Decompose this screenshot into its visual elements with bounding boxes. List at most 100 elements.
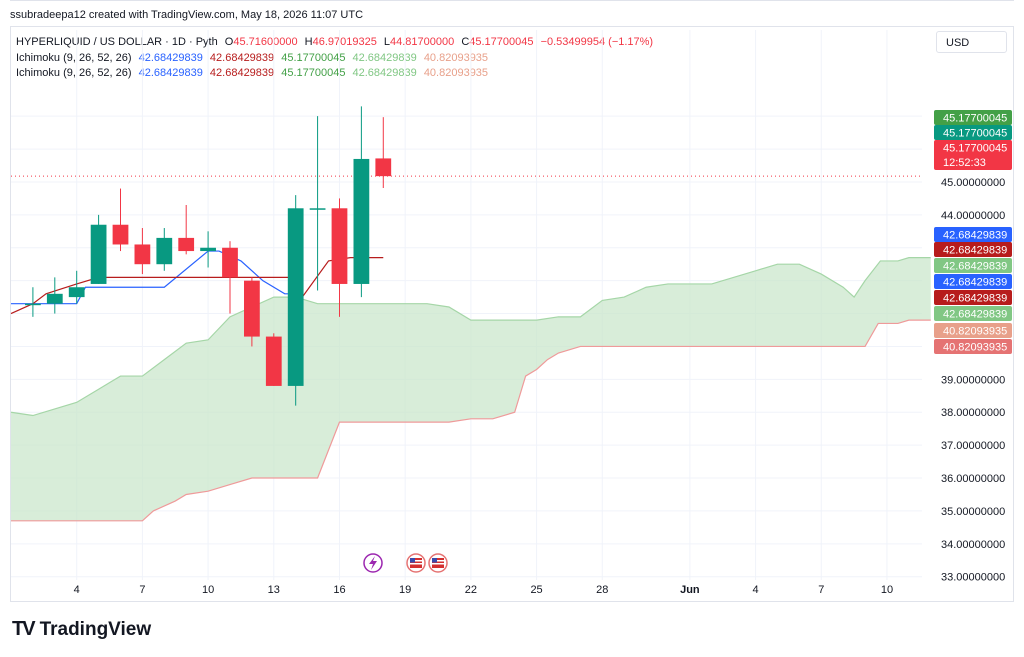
x-tick-label: 4	[74, 584, 80, 596]
span-b-line	[11, 319, 931, 522]
y-tick-label: 37.00000000	[941, 440, 1005, 452]
candle-body	[265, 336, 282, 386]
us-flag-event-icon[interactable]	[428, 553, 448, 573]
x-tick-label: 13	[268, 584, 280, 596]
x-tick-label: Jun	[680, 584, 700, 596]
cloud-fill	[11, 257, 931, 521]
ohlc-high: H46.97019325	[304, 36, 377, 48]
price-label-text: 45.17700045	[943, 113, 1007, 125]
price-label-text: 42.68429839	[943, 277, 1007, 289]
y-tick-label: 34.00000000	[941, 539, 1005, 551]
lightning-event-icon[interactable]	[363, 553, 383, 573]
ohlc-close: C45.17700045	[461, 36, 534, 48]
price-label-bg	[934, 290, 1012, 305]
x-tick-label: 19	[399, 584, 411, 596]
candle-body	[353, 158, 370, 284]
candle-body	[25, 303, 41, 306]
candle-body	[178, 237, 195, 252]
x-tick-label: 7	[818, 584, 824, 596]
candle-body	[309, 208, 326, 210]
candle-body	[375, 158, 392, 177]
x-tick-label: 22	[465, 584, 477, 596]
candle-body	[112, 224, 129, 245]
price-label-text: 42.68429839	[943, 309, 1007, 321]
price-label-bg	[934, 140, 1012, 170]
x-tick-label: 28	[596, 584, 608, 596]
y-tick-label: 39.00000000	[941, 374, 1005, 386]
y-tick-label: 38.00000000	[941, 407, 1005, 419]
symbol-title: HYPERLIQUID / US DOLLAR · 1D · Pyth	[16, 36, 218, 48]
x-tick-label: 16	[333, 584, 345, 596]
price-label-text: 42.68429839	[943, 230, 1007, 242]
event-markers	[363, 553, 448, 573]
symbol-legend[interactable]: HYPERLIQUID / US DOLLAR · 1D · Pyth O45.…	[16, 36, 657, 48]
candle-body	[222, 247, 238, 278]
indicator-chikou-value: 45.17700045	[281, 52, 346, 64]
price-label-bg	[934, 125, 1012, 140]
x-tick-label: 10	[881, 584, 893, 596]
indicator-span-b-value: 40.82093935	[423, 52, 489, 64]
x-tick-label: 25	[530, 584, 542, 596]
price-label-text: 42.68429839	[943, 261, 1007, 273]
ohlc-low: L44.81700000	[383, 36, 455, 48]
candle-body	[200, 247, 216, 252]
indicator-tenkan-value: 42.68429839	[138, 52, 203, 64]
candle-body	[90, 224, 107, 284]
brand-name: TradingView	[39, 618, 152, 640]
candle-body	[68, 287, 85, 298]
indicator-name: Ichimoku (9, 26, 52, 26)	[16, 67, 132, 79]
price-label-bg	[934, 227, 1012, 242]
price-label-bg	[934, 323, 1012, 338]
y-tick-label: 45.00000000	[941, 177, 1005, 189]
indicator-kijun-value: 42.68429839	[209, 52, 275, 64]
indicator-name: Ichimoku (9, 26, 52, 26)	[16, 52, 132, 64]
price-label-text: 45.17700045	[943, 143, 1007, 155]
y-tick-label: 33.00000000	[941, 572, 1005, 584]
indicator-legend-1[interactable]: Ichimoku (9, 26, 52, 26) 42.68429839 42.…	[16, 52, 492, 64]
price-label-text: 45.17700045	[943, 128, 1007, 140]
indicator-kijun-value: 42.68429839	[209, 67, 275, 79]
price-label-text: 42.68429839	[943, 293, 1007, 305]
price-label-bg	[934, 258, 1012, 273]
price-label-bg	[934, 306, 1012, 321]
price-label-text: 42.68429839	[943, 245, 1007, 257]
price-label-bg	[934, 274, 1012, 289]
indicator-span-b-value: 40.82093935	[423, 67, 489, 79]
countdown-label: 12:52:33	[943, 157, 986, 169]
x-tick-label: 10	[202, 584, 214, 596]
price-label-text: 40.82093935	[943, 342, 1007, 354]
credit-line: ssubradeepa12 created with TradingView.c…	[10, 9, 364, 21]
candle-body	[46, 293, 63, 304]
price-scale-labels: 45.17700045 45.17700045 45.17700045 12:52:3…	[934, 110, 1012, 354]
tradingview-logo: TV TradingView	[12, 618, 151, 641]
ohlc-open: O45.71600000	[224, 36, 298, 48]
price-label-bg	[934, 242, 1012, 257]
y-tick-label: 44.00000000	[941, 210, 1005, 222]
y-tick-label: 35.00000000	[941, 506, 1005, 518]
candle-body	[287, 208, 304, 386]
price-label-bg	[934, 339, 1012, 354]
x-tick-label: 7	[139, 584, 145, 596]
currency-button[interactable]: USD	[936, 31, 1007, 53]
us-flag-event-icon[interactable]	[406, 553, 426, 573]
candle-body	[156, 237, 173, 265]
ohlc-change: −0.53499954 (−1.17%)	[540, 36, 654, 48]
indicator-span-a-value: 42.68429839	[352, 52, 417, 64]
chart-frame	[10, 26, 1014, 602]
candle-body	[331, 208, 348, 284]
indicator-legend-2[interactable]: Ichimoku (9, 26, 52, 26) 42.68429839 42.…	[16, 67, 492, 79]
indicator-span-a-value: 42.68429839	[352, 67, 417, 79]
tradingview-mark-icon: TV	[12, 618, 36, 640]
x-axis: 4 7 10 13 16 19 22 25 28 Jun 4 7 10	[74, 584, 893, 596]
candle-body	[244, 280, 260, 337]
indicator-tenkan-value: 42.68429839	[138, 67, 203, 79]
indicator-chikou-value: 45.17700045	[281, 67, 346, 79]
x-tick-label: 4	[753, 584, 759, 596]
y-tick-label: 36.00000000	[941, 473, 1005, 485]
price-label-bg	[934, 110, 1012, 125]
candles	[25, 106, 392, 406]
top-border	[10, 0, 1014, 1]
span-a-line	[10, 257, 931, 417]
price-label-text: 40.82093935	[943, 326, 1007, 338]
